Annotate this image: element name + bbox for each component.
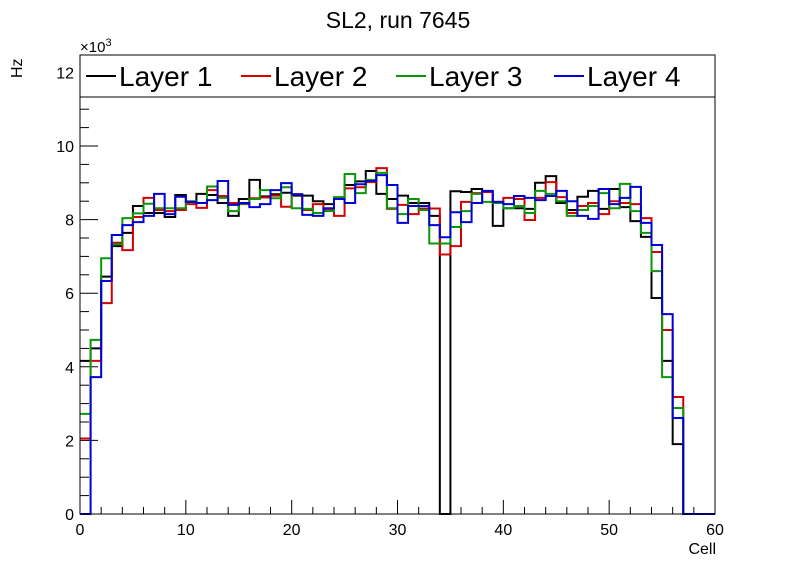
y-axis-label: Hz xyxy=(9,58,26,78)
x-tick-label: 60 xyxy=(706,522,724,539)
y-multiplier-base: ×10 xyxy=(80,39,105,56)
x-tick-label: 0 xyxy=(76,522,85,539)
y-tick-label: 4 xyxy=(65,360,74,377)
legend-entry: Layer 1 xyxy=(86,61,212,92)
legend-label: Layer 1 xyxy=(119,61,212,92)
y-tick-label: 10 xyxy=(56,139,74,156)
x-tick-label: 50 xyxy=(600,522,618,539)
legend-entry: Layer 4 xyxy=(554,61,680,92)
legend-label: Layer 2 xyxy=(274,61,367,92)
legend-entry: Layer 3 xyxy=(396,61,522,92)
legend-entry: Layer 2 xyxy=(241,61,367,92)
x-axis-label: Cell xyxy=(688,541,716,558)
y-multiplier-exp: 3 xyxy=(105,37,111,49)
x-tick-label: 40 xyxy=(494,522,512,539)
x-tick-label: 10 xyxy=(177,522,195,539)
y-tick-label: 6 xyxy=(65,286,74,303)
chart-title: SL2, run 7645 xyxy=(326,7,471,33)
y-tick-label: 0 xyxy=(65,507,74,524)
legend-label: Layer 4 xyxy=(587,61,680,92)
y-tick-label: 8 xyxy=(65,213,74,230)
x-tick-label: 20 xyxy=(283,522,301,539)
y-axis-multiplier: ×103 xyxy=(80,37,112,56)
y-tick-label: 12 xyxy=(56,65,74,82)
plot-frame xyxy=(79,54,716,515)
series-layer-3-line xyxy=(80,171,715,515)
legend-label: Layer 3 xyxy=(429,61,522,92)
x-tick-label: 30 xyxy=(389,522,407,539)
legend: Layer 1 Layer 2 Layer 3 Layer 4 xyxy=(79,54,716,98)
y-tick-label: 2 xyxy=(65,433,74,450)
series-layer-4-line xyxy=(80,174,715,515)
